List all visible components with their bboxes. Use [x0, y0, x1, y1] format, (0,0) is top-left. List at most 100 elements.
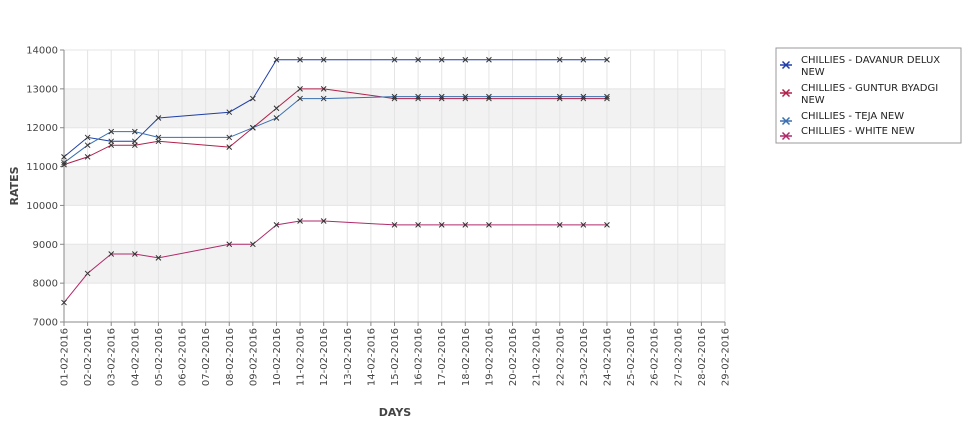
legend-label: CHILLIES - GUNTUR BYADGI NEW [801, 83, 938, 106]
x-tick-label: 12-02-2016 [319, 328, 330, 386]
data-point-marker [84, 134, 91, 141]
data-point-marker [61, 299, 67, 306]
x-tick-label: 22-02-2016 [555, 328, 566, 386]
data-point-marker [61, 159, 67, 166]
data-point-marker [320, 86, 327, 92]
data-point-marker [556, 56, 563, 63]
data-point-marker [250, 241, 256, 248]
data-point-marker [250, 95, 256, 102]
x-tick-label: 20-02-2016 [508, 328, 519, 386]
x-tick-label: 23-02-2016 [579, 328, 590, 386]
data-point-marker [61, 161, 67, 168]
x-tick-label: 01-02-2016 [60, 328, 71, 386]
data-point-marker [462, 222, 469, 228]
data-point-marker [61, 154, 67, 160]
x-tick-label: 18-02-2016 [461, 328, 472, 386]
x-tick-label: 08-02-2016 [225, 328, 236, 386]
data-point-marker [556, 93, 563, 100]
data-point-marker [604, 93, 610, 100]
data-point-marker [108, 142, 115, 149]
series-line [63, 220, 607, 303]
data-point-marker [108, 128, 115, 135]
data-point-marker [415, 56, 421, 63]
data-point-marker [580, 222, 587, 228]
data-point-marker [84, 142, 91, 149]
legend: CHILLIES - DAVANUR DELUX NEW CHILLIES - GU… [775, 47, 962, 144]
x-tick-label: 15-02-2016 [390, 328, 401, 386]
data-point-marker [273, 115, 280, 121]
data-point-marker [415, 93, 421, 100]
data-point-marker [131, 128, 138, 135]
x-tick-label: 06-02-2016 [178, 328, 189, 386]
data-point-marker [226, 144, 233, 150]
x-tick-label: 19-02-2016 [484, 328, 495, 386]
data-point-marker [250, 124, 256, 131]
data-point-marker [438, 222, 445, 228]
data-point-marker [84, 154, 91, 160]
data-point-marker [297, 56, 303, 63]
data-point-marker [273, 105, 280, 112]
x-tick-label: 07-02-2016 [201, 328, 212, 386]
data-point-marker [84, 270, 91, 277]
x-tick-label: 13-02-2016 [343, 328, 354, 386]
x-tick-label: 03-02-2016 [107, 328, 118, 386]
x-tick-label: 10-02-2016 [272, 328, 283, 386]
series-3 [61, 93, 610, 166]
legend-item: CHILLIES - TEJA NEW [780, 111, 904, 126]
legend-swatch-marker [781, 116, 791, 126]
data-point-marker [155, 115, 162, 121]
data-point-marker [438, 93, 445, 100]
data-point-marker [108, 251, 115, 257]
data-point-marker [226, 109, 233, 116]
x-tick-label: 24-02-2016 [602, 328, 613, 386]
x-tick-label: 14-02-2016 [366, 328, 377, 386]
x-tick-label: 04-02-2016 [130, 328, 141, 386]
legend-label: CHILLIES - DAVANUR DELUX NEW [801, 55, 940, 78]
y-tick-label: 8000 [33, 279, 58, 290]
data-point-marker [604, 56, 610, 63]
x-tick-label: 27-02-2016 [673, 328, 684, 386]
x-axis-title: DAYS [379, 406, 412, 419]
data-point-marker [462, 93, 469, 100]
data-point-marker [486, 56, 492, 63]
data-point-marker [155, 134, 162, 141]
data-point-marker [580, 93, 587, 100]
y-tick-label: 10000 [26, 201, 58, 212]
data-point-marker [320, 95, 327, 102]
legend-item: CHILLIES - WHITE NEW [780, 126, 915, 141]
x-tick-label: 21-02-2016 [532, 328, 543, 386]
y-tick-label: 14000 [26, 46, 58, 57]
y-tick-label: 7000 [33, 318, 58, 329]
data-point-marker [486, 222, 492, 228]
data-point-marker [155, 255, 162, 261]
x-tick-label: 25-02-2016 [626, 328, 637, 386]
x-tick-label: 09-02-2016 [248, 328, 259, 386]
x-tick-label: 16-02-2016 [414, 328, 425, 386]
x-tick-label: 02-02-2016 [83, 328, 94, 386]
data-point-marker [226, 241, 233, 248]
data-point-marker [320, 218, 327, 224]
legend-item: CHILLIES - GUNTUR BYADGI NEW [780, 83, 938, 106]
data-point-marker [391, 93, 398, 100]
data-point-marker [297, 86, 303, 92]
x-tick-label: 28-02-2016 [697, 328, 708, 386]
data-point-marker [226, 134, 233, 141]
data-point-marker [486, 93, 492, 100]
data-point-marker [604, 222, 610, 228]
y-tick-label: 12000 [26, 123, 58, 134]
data-point-marker [556, 222, 563, 228]
legend-item: CHILLIES - DAVANUR DELUX NEW [780, 55, 940, 78]
data-point-marker [391, 56, 398, 63]
x-tick-label: 29-02-2016 [721, 328, 732, 386]
legend-label: CHILLIES - WHITE NEW [801, 126, 915, 137]
legend-swatch-marker [781, 60, 791, 70]
series-line [63, 96, 607, 164]
data-point-marker [462, 56, 469, 63]
x-tick-label: 05-02-2016 [154, 328, 165, 386]
data-point-marker [273, 56, 280, 63]
data-point-marker [391, 222, 398, 228]
data-point-marker [320, 56, 327, 63]
y-tick-label: 11000 [26, 162, 58, 173]
